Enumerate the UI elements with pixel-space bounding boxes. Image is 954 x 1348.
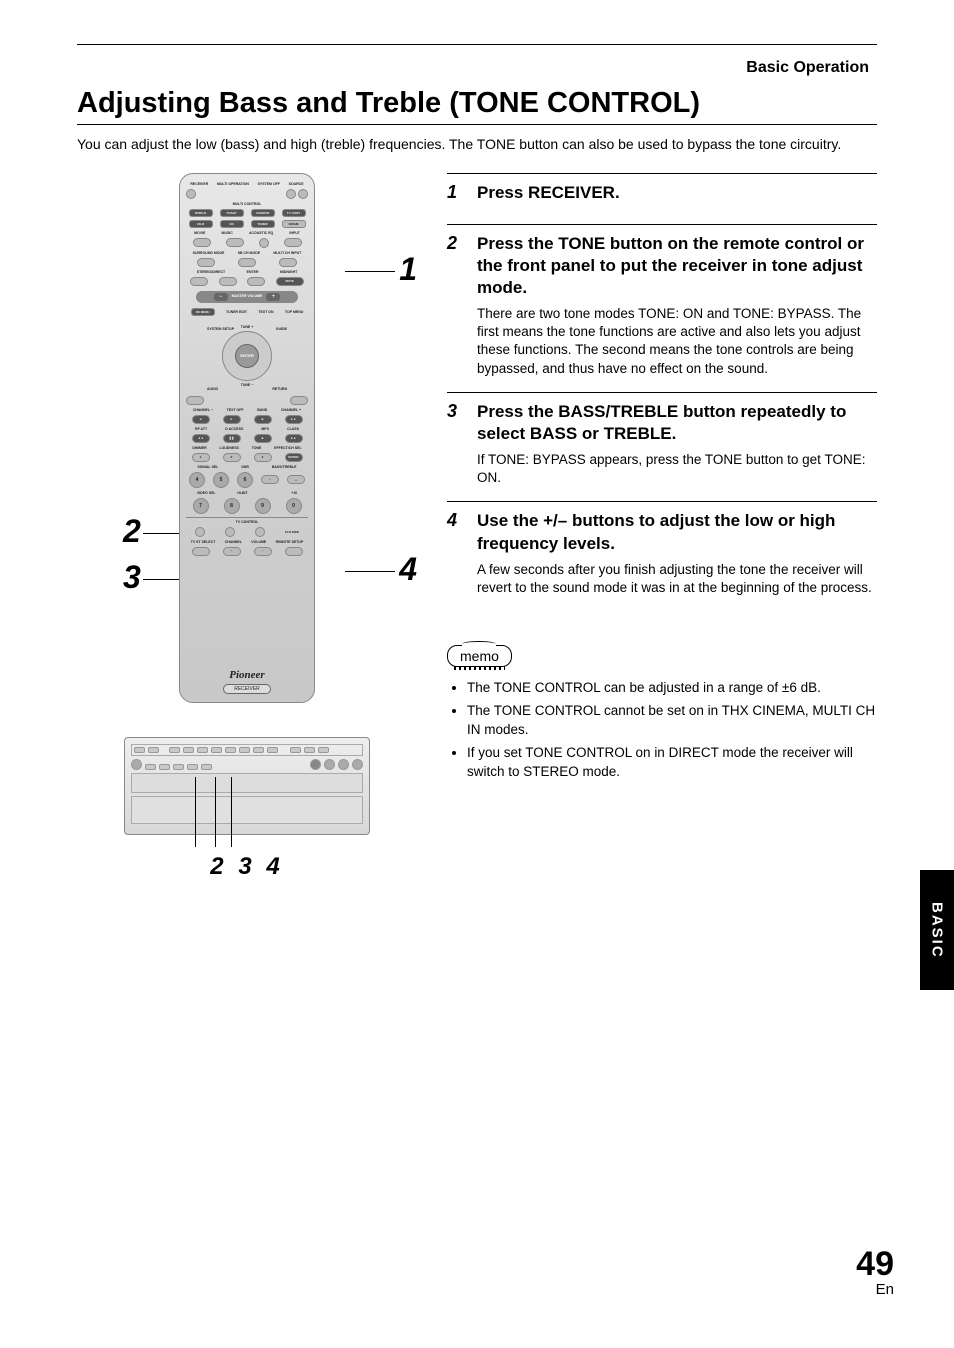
step-1: 1 Press RECEIVER. (447, 173, 877, 224)
page-content: Basic Operation Adjusting Bass and Trebl… (77, 44, 877, 881)
remote-body: RECEIVERMULTI OPERATIONSYSTEM OFFSOURCE … (179, 173, 315, 703)
step-3: 3 Press the BASS/TREBLE button repeatedl… (447, 392, 877, 502)
two-column-layout: 1 2 3 4 RECEIVERMULTI OPERATIONSYSTEM OF… (77, 173, 877, 881)
memo-item: If you set TONE CONTROL on in DIRECT mod… (467, 744, 877, 782)
remote-model-label: RECEIVER (186, 684, 308, 694)
step-title: Press the BASS/TREBLE button repeatedly … (477, 401, 877, 445)
step-number: 4 (447, 510, 465, 597)
memo-item: The TONE CONTROL can be adjusted in a ra… (467, 679, 877, 698)
step-2: 2 Press the TONE button on the remote co… (447, 224, 877, 392)
memo-section: memo The TONE CONTROL can be adjusted in… (447, 645, 877, 781)
callout-3: 3 (123, 559, 141, 596)
callout-2: 2 (123, 513, 141, 550)
step-description: If TONE: BYPASS appears, press the TONE … (477, 451, 877, 487)
section-header: Basic Operation (77, 44, 877, 87)
callout-1-line (345, 271, 395, 272)
page-title: Adjusting Bass and Treble (TONE CONTROL) (77, 87, 877, 125)
front-panel-illustration: 2 3 4 (77, 737, 417, 881)
panel-callouts: 2 3 4 (77, 853, 417, 881)
remote-illustration: 1 2 3 4 RECEIVERMULTI OPERATIONSYSTEM OF… (77, 173, 417, 703)
step-number: 1 (447, 182, 465, 210)
step-title: Press the TONE button on the remote cont… (477, 233, 877, 299)
section-tab: BASIC (920, 870, 954, 990)
callout-4: 4 (399, 551, 417, 588)
intro-text: You can adjust the low (bass) and high (… (77, 135, 877, 155)
brand-logo: Pioneer (186, 669, 308, 681)
step-number: 2 (447, 233, 465, 378)
page-language: En (856, 1281, 894, 1298)
callout-1: 1 (399, 251, 417, 288)
panel-body (124, 737, 370, 835)
left-column: 1 2 3 4 RECEIVERMULTI OPERATIONSYSTEM OF… (77, 173, 417, 881)
right-column: 1 Press RECEIVER. 2 Press the TONE butto… (447, 173, 877, 881)
step-title: Use the +/– buttons to adjust the low or… (477, 510, 877, 554)
callout-4-line (345, 571, 395, 572)
step-description: A few seconds after you finish adjusting… (477, 561, 877, 597)
memo-list: The TONE CONTROL can be adjusted in a ra… (447, 679, 877, 781)
memo-item: The TONE CONTROL cannot be set on in THX… (467, 702, 877, 740)
step-number: 3 (447, 401, 465, 488)
step-title: Press RECEIVER. (477, 182, 877, 204)
page-number: 49 (856, 1247, 894, 1281)
memo-badge: memo (447, 645, 512, 667)
step-4: 4 Use the +/– buttons to adjust the low … (447, 501, 877, 611)
page-number-block: 49 En (856, 1247, 894, 1298)
step-description: There are two tone modes TONE: ON and TO… (477, 305, 877, 378)
